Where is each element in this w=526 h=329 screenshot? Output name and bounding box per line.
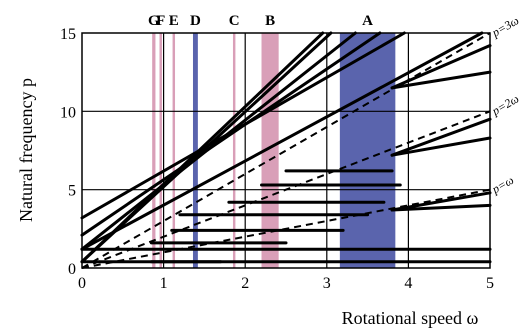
zone-label-a: A xyxy=(362,13,373,29)
zone-label-g: G xyxy=(148,13,160,29)
zone-label-d: D xyxy=(190,13,201,29)
reference-line-label: p=ω xyxy=(489,173,516,197)
x-tick-label: 1 xyxy=(160,275,168,292)
frequency-curve xyxy=(390,191,492,212)
y-tick-label: 0 xyxy=(68,261,76,278)
plot-frame xyxy=(81,32,491,269)
x-tick-labels: 0 1 2 3 4 5 xyxy=(78,275,494,292)
reference-line-label: p=3ω xyxy=(489,13,522,40)
zone-band-c xyxy=(232,33,236,268)
zone-label-c: C xyxy=(229,13,240,29)
x-axis-title: Rotational speed ω xyxy=(342,308,479,328)
x-tick-label: 2 xyxy=(241,275,249,292)
y-tick-label: 15 xyxy=(60,26,76,43)
zone-label-f: F xyxy=(156,13,165,29)
zone-band-f xyxy=(159,33,162,268)
reference-line-label: p=2ω xyxy=(489,92,522,119)
reference-line xyxy=(81,32,491,269)
x-tick-label: 5 xyxy=(486,275,494,292)
y-tick-label: 5 xyxy=(68,183,76,200)
zone-band-g xyxy=(152,33,156,268)
zone-labels: GF E D C B A xyxy=(148,13,373,29)
reference-lines xyxy=(81,32,491,269)
frequency-curve xyxy=(80,31,406,220)
x-tick-label: 3 xyxy=(323,275,331,292)
reference-line-labels: p=3ω p=2ω p=ω xyxy=(489,13,522,197)
zone-label-e: E xyxy=(169,13,179,29)
y-tick-labels: 0 5 10 15 xyxy=(60,26,76,278)
zone-label-b: B xyxy=(265,13,275,29)
frequency-curve xyxy=(390,117,492,157)
zone-band-e xyxy=(172,33,176,268)
frequency-curves xyxy=(80,31,492,264)
frequency-curve xyxy=(390,203,492,212)
reference-line xyxy=(81,110,491,269)
frequency-curve xyxy=(390,136,492,157)
zone-band-d xyxy=(192,33,198,268)
frequency-curve xyxy=(80,31,484,251)
y-axis-title: Natural frequency p xyxy=(16,78,36,222)
frequency-curve xyxy=(390,70,492,90)
y-tick-label: 10 xyxy=(60,104,76,121)
resonance-zones xyxy=(152,33,396,268)
x-tick-label: 0 xyxy=(78,275,86,292)
reference-line xyxy=(81,188,491,269)
x-tick-label: 4 xyxy=(404,275,412,292)
